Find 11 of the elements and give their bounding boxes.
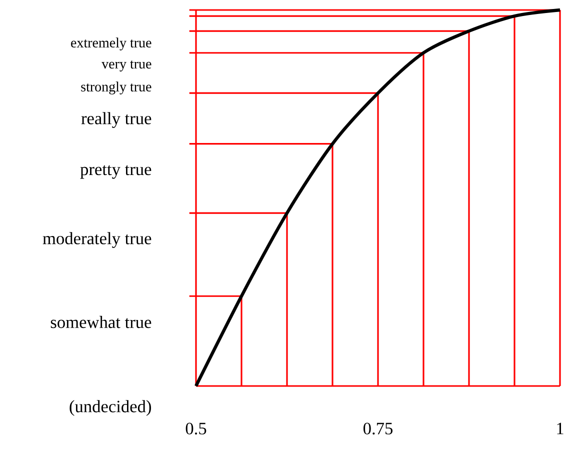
text: somewhat true	[50, 316, 152, 328]
x-tick-label: 1	[557, 422, 564, 434]
x-tick-label: 0.5	[186, 422, 206, 434]
text: pretty true	[80, 165, 152, 179]
x-tick-label: 0.75	[364, 422, 392, 434]
text: moderately true	[42, 232, 152, 248]
text: strongly true	[81, 82, 152, 94]
text: extremely true	[71, 38, 152, 50]
text: really true	[81, 112, 152, 128]
text: (undecided)	[70, 400, 151, 416]
text: very true	[102, 60, 152, 72]
